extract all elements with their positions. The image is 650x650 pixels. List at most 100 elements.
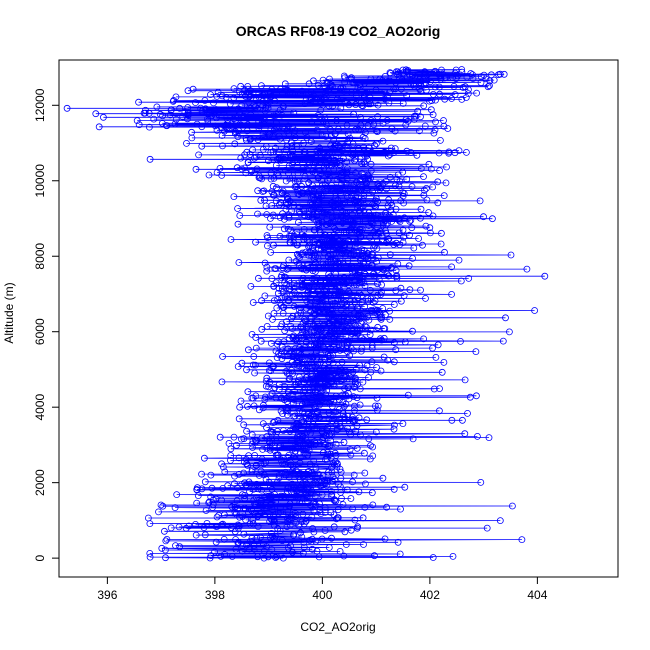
data-point [291, 509, 299, 517]
data-point [230, 115, 238, 123]
data-point [340, 438, 348, 446]
data-point [353, 444, 361, 452]
data-point [255, 172, 263, 180]
data-point [282, 471, 290, 479]
data-point [329, 82, 336, 90]
data-point [364, 255, 372, 262]
data-point [267, 492, 275, 500]
data-point [275, 349, 282, 357]
data-point [284, 196, 292, 204]
data-point [272, 119, 280, 126]
data-point [312, 479, 319, 487]
data-point [343, 300, 351, 308]
data-point [232, 545, 240, 553]
data-point [295, 373, 303, 381]
data-point [319, 428, 326, 436]
data-point [311, 363, 319, 371]
data-point [244, 83, 252, 90]
data-point [212, 538, 220, 546]
data-point [284, 388, 292, 396]
data-point [363, 88, 371, 96]
data-point [409, 327, 416, 335]
data-point [253, 461, 260, 469]
data-point [347, 451, 355, 459]
data-point [371, 306, 379, 314]
data-point [280, 155, 288, 163]
data-point [255, 122, 263, 130]
data-point [379, 305, 387, 312]
data-point [261, 396, 269, 403]
data-point [281, 80, 289, 88]
data-point [325, 431, 333, 439]
data-point [330, 278, 338, 286]
data-point [354, 217, 362, 225]
data-point [327, 208, 335, 216]
data-point [408, 71, 416, 79]
data-point [315, 553, 323, 561]
data-point [341, 413, 348, 421]
data-point [267, 175, 275, 183]
data-point [327, 162, 335, 170]
data-point [292, 519, 300, 527]
data-point [352, 238, 360, 246]
data-point [308, 535, 316, 543]
data-point [332, 270, 340, 278]
data-point [321, 527, 329, 534]
data-point [268, 202, 276, 209]
data-point [477, 478, 485, 486]
data-point [333, 185, 341, 193]
data-point [198, 107, 206, 115]
data-point [316, 366, 324, 374]
data-point [252, 344, 260, 352]
data-point [348, 413, 356, 421]
data-point [344, 238, 352, 246]
data-point [328, 213, 336, 221]
data-point [311, 441, 319, 449]
data-point [408, 183, 416, 191]
data-point [295, 177, 303, 185]
data-point [303, 428, 311, 436]
data-point [329, 311, 337, 318]
data-point [341, 528, 349, 536]
data-point [285, 214, 293, 222]
data-point [356, 83, 364, 91]
data-point [444, 125, 452, 132]
data-point [485, 434, 493, 442]
data-point [284, 225, 292, 233]
data-point [374, 402, 382, 410]
data-point [320, 364, 328, 372]
data-point [374, 113, 382, 121]
data-point [502, 314, 509, 322]
data-point [176, 104, 184, 112]
data-point [216, 433, 224, 441]
data-point [288, 143, 296, 151]
data-point [289, 147, 297, 155]
data-point [211, 122, 219, 130]
data-point [281, 327, 289, 335]
data-point [273, 123, 281, 131]
data-point [218, 521, 226, 529]
data-point [462, 148, 470, 156]
data-point [363, 362, 371, 370]
data-point [219, 463, 227, 471]
data-point [237, 82, 245, 90]
data-point [409, 254, 417, 262]
data-point [262, 377, 270, 385]
data-point [238, 491, 246, 499]
data-point [297, 353, 305, 361]
data-point [268, 86, 276, 93]
data-point [308, 118, 316, 126]
data-point [332, 421, 340, 429]
data-point [260, 547, 268, 555]
data-point [283, 318, 290, 326]
data-point [334, 283, 342, 291]
data-point [232, 128, 240, 136]
data-point [290, 530, 298, 538]
data-point [285, 350, 293, 358]
data-point [284, 345, 292, 353]
data-point [356, 361, 364, 369]
data-point [375, 275, 383, 283]
data-point [381, 73, 389, 80]
data-point [219, 520, 227, 528]
data-point [367, 368, 375, 376]
